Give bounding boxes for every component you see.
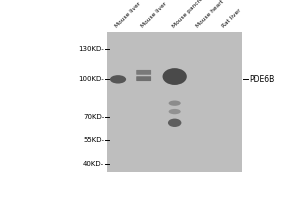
Text: 40KD-: 40KD- [83, 161, 104, 167]
Text: Rat liver: Rat liver [221, 8, 242, 29]
Ellipse shape [110, 75, 126, 84]
FancyBboxPatch shape [136, 70, 151, 75]
Ellipse shape [168, 119, 182, 127]
Ellipse shape [163, 68, 187, 85]
Text: 70KD-: 70KD- [83, 114, 104, 120]
Text: Mouse liver: Mouse liver [140, 1, 168, 29]
Text: 55KD-: 55KD- [83, 137, 104, 143]
Text: Mouse liver: Mouse liver [115, 1, 142, 29]
Text: PDE6B: PDE6B [249, 75, 274, 84]
Text: Mouse pancreas: Mouse pancreas [171, 0, 209, 29]
Text: 100KD-: 100KD- [79, 76, 104, 82]
Bar [107, 32, 242, 172]
Text: 130KD-: 130KD- [79, 46, 104, 52]
Ellipse shape [169, 101, 181, 106]
Text: Mouse heart: Mouse heart [195, 0, 225, 29]
FancyBboxPatch shape [136, 76, 151, 81]
Ellipse shape [169, 109, 181, 114]
